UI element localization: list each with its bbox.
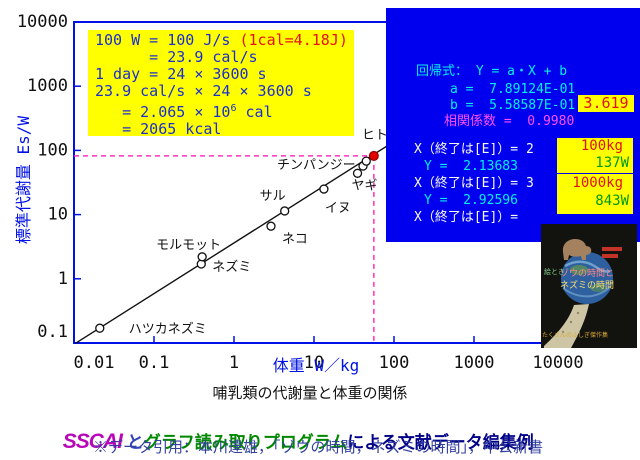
calc-line-1-note: (1cal=4.18J) (239, 31, 348, 49)
book-title-line2: ネズミの時間 (560, 279, 614, 291)
chart-title: 哺乳類の代謝量と体重の関係 (212, 384, 408, 402)
point-label-ネコ: ネコ (282, 232, 308, 247)
calc-line-5-pre: = 2.065 × 10 (95, 103, 231, 121)
point-label-ヒト: ヒト (362, 128, 388, 143)
book-title-line1: ゾウの時間と (560, 268, 614, 279)
author-text-mark (602, 247, 622, 251)
x-tick-label: 1 (229, 353, 239, 373)
point-label-チンパンジー: チンパンジー (277, 158, 356, 173)
y-output-line-1: Y = 2.13683 (424, 159, 518, 174)
x-tick-label: 1000 (454, 353, 495, 373)
regression-panel: 回帰式： Y = a・X + b a = 7.89124E-01 b = 5.5… (386, 8, 640, 242)
data-point (95, 323, 105, 333)
calc-note-box: 100 W = 100 J/s (1cal=4.18J) = 23.9 cal/… (88, 30, 354, 138)
point-label-ハツカネズミ: ハツカネズミ (129, 321, 207, 337)
x-tick-label: 10 (304, 353, 324, 373)
data-point (197, 252, 207, 262)
book-side-text: 絵とき (544, 267, 565, 276)
book-series-text: たくさんのふしぎ傑作集 (542, 331, 608, 339)
y-tick-label: 1 (58, 269, 68, 289)
calc-line-5-exponent: 6 (230, 103, 237, 114)
x-tick-label: 100 (379, 353, 410, 373)
footer-headline: SSCAI とグラフ読み取りプログラムによる文献データ編集例 (45, 410, 534, 460)
data-point (319, 184, 329, 194)
data-point (280, 206, 290, 216)
y-output-line-2: Y = 2.92596 (424, 193, 518, 208)
regression-a-value: a = 7.89124E-01 (450, 82, 576, 97)
point-label-ネズミ: ネズミ (212, 259, 251, 275)
road-dot (561, 330, 565, 334)
y-tick-label: 10 (48, 205, 68, 225)
x-tick-label: 0.1 (139, 353, 170, 373)
calc-line-1-main: 100 W = 100 J/s (95, 31, 240, 49)
y-tick-label: 10000 (17, 12, 68, 32)
road-dot (569, 320, 573, 324)
y-tick-label: 0.1 (37, 322, 68, 342)
sscai-logo: SSCAI (62, 430, 123, 453)
x-axis-label: 体重 W／kg (272, 356, 360, 375)
point-label-イヌ: イヌ (325, 201, 351, 216)
globe-cloud-swirl (562, 287, 610, 298)
point-label-モルモット: モルモット (156, 238, 221, 253)
globe-landmass (570, 265, 588, 275)
point-label-サル: サル (260, 189, 286, 204)
book-cover: 絵とき ゾウの時間と ネズミの時間 たくさんのふしぎ傑作集 (541, 224, 637, 348)
calc-line-2: = 23.9 cal/s (95, 48, 258, 66)
globe-landmass (590, 284, 606, 292)
x-input-line-1: X（終了は[E]）= 2 (414, 142, 534, 157)
y-tick-label: 1000 (27, 76, 68, 96)
calc-line-6: = 2065 kcal (95, 120, 222, 138)
data-point-highlight (368, 150, 379, 161)
calc-line-4: 23.9 cal/s × 24 × 3600 s (95, 82, 312, 100)
y-tick-label: 100 (37, 140, 68, 160)
regression-line (75, 145, 388, 344)
b-antilog-badge: 3.619 (578, 95, 634, 112)
result-badge-100kg: 100kg 137W (557, 138, 633, 173)
y-axis-label: 標準代謝量 Es/W (14, 115, 33, 245)
data-point (361, 156, 371, 166)
footer-text-to: と (121, 433, 144, 452)
badge-weight-100kg: 100kg (580, 138, 623, 154)
regression-equation: 回帰式： Y = a・X + b (416, 64, 568, 79)
calc-line-5: = 2.065 × 106 cal (95, 100, 354, 121)
x-tick-label: 0.01 (74, 353, 115, 373)
calc-line-1: 100 W = 100 J/s (1cal=4.18J) (95, 32, 354, 49)
result-badge-1000kg: 1000kg 843W (557, 174, 633, 214)
credit-line: ※データ引用：本川達雄，「ゾウの時間，ネズミの時間」，中公新書 (93, 438, 544, 456)
regression-b-value: b = 5.58587E-01 (450, 98, 576, 113)
mouse-tail-road (544, 304, 589, 348)
calc-line-5-post: cal (236, 103, 273, 121)
data-point (352, 168, 363, 178)
elephant-illustration (562, 239, 592, 260)
author-text-mark (602, 254, 618, 258)
badge-weight-1000kg: 1000kg (572, 175, 623, 191)
footer-text-program: グラフ読み取りプログラム (143, 433, 348, 452)
calc-line-3: 1 day = 24 × 3600 s (95, 65, 267, 83)
road-dot (576, 311, 580, 315)
point-label-ヤギ: ヤギ (352, 178, 378, 193)
x-input-line-2: X（終了は[E]）= 3 (414, 176, 534, 191)
x-input-prompt: X（終了は[E]）= (414, 210, 519, 225)
globe-cloud-swirl (564, 260, 611, 273)
correlation-coefficient: 相関係数 = 0.9980 (444, 114, 575, 129)
footer-text-example: による文献データ編集例 (347, 433, 534, 452)
badge-watts-137w: 137W (595, 155, 629, 171)
x-tick-label: 10000 (532, 353, 583, 373)
badge-watts-843w: 843W (595, 193, 629, 209)
data-point (266, 221, 276, 231)
